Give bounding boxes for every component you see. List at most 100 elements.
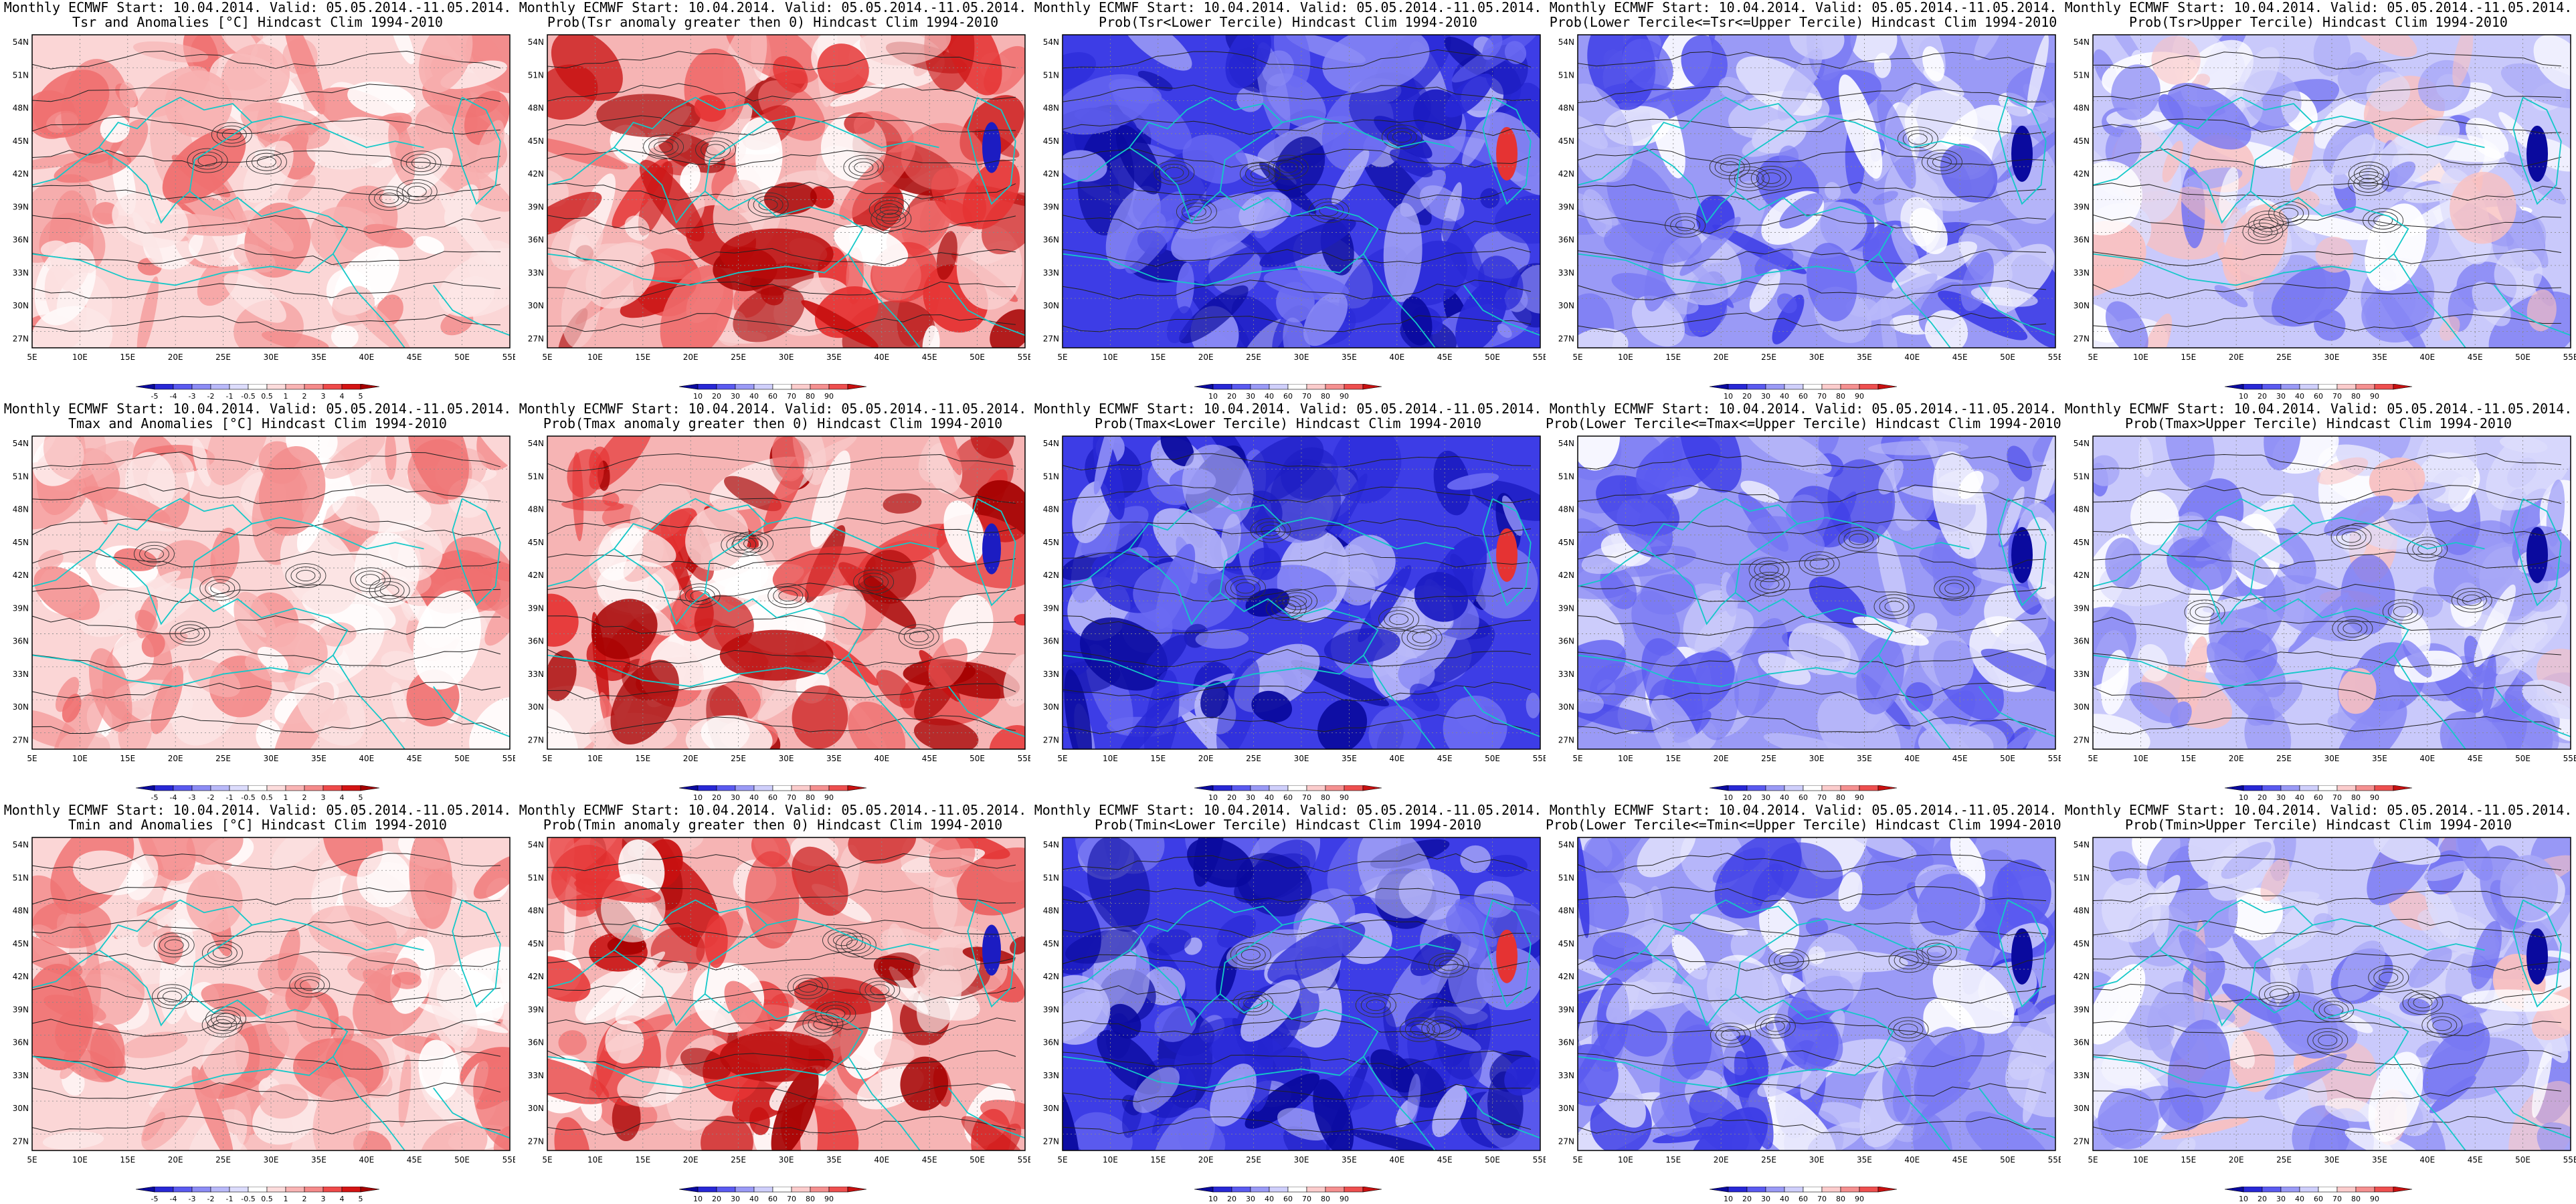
colorbar-segment [248,1187,268,1193]
shaded-field-patch [141,632,165,658]
terrain-contour [1809,558,1829,570]
longitude-label: 5E [542,1155,552,1165]
terrain-contour [1251,168,1270,180]
colorbar-segment [1803,1187,1823,1193]
colorbar: 10 20 30 40 60 70 80 90 [1709,1187,1898,1203]
colorbar-tick-label: 40 [749,793,759,802]
shaded-field-patch [1238,191,1292,231]
colorbar-tick-label: 90 [1340,392,1349,401]
colorbar-segment [1362,785,1382,791]
shaded-field-patch [1938,290,2028,340]
terrain-contour [2259,217,2278,229]
colorbar-tick-label: -5 [151,1195,159,1203]
isotherm-contour [1578,648,2047,668]
terrain-contour [2412,540,2443,559]
longitude-label: 15E [635,353,650,362]
shaded-field-patch [574,878,661,903]
latitude-label: 45N [528,939,544,948]
shaded-field-patch [825,640,879,686]
colorbar-tick-label: -4 [170,793,177,802]
isotherm-contour [32,516,501,536]
isotherm-contour [1578,519,2047,535]
isotherm-contour [1063,213,1532,234]
shaded-field-patch [1322,35,1430,94]
longitude-label: 5E [542,353,552,362]
longitude-label: 15E [1665,754,1681,763]
latitude-label: 45N [13,136,29,146]
colorbar-tick-label: 20 [1227,392,1236,401]
colorbar-tick-label: 30 [1246,793,1255,802]
shaded-field-patch [134,609,158,631]
terrain-contour [1921,149,1962,175]
colorbar: 10 20 30 40 60 70 80 90 [678,384,867,401]
shaded-field-patch [40,240,67,257]
colorbar-tick-label: 40 [1780,793,1789,802]
latitude-label: 33N [528,1071,544,1080]
shaded-field-patch [585,242,655,309]
longitude-label: 20E [1198,754,1214,763]
colorbar-tick-label: 30 [1761,1195,1770,1203]
colorbar-tick-label: 60 [1799,392,1808,401]
longitude-label: 25E [731,754,746,763]
map-frame [2092,435,2571,750]
shaded-field-patch [33,566,100,621]
map-frame [31,435,511,750]
isotherm-contour [1578,453,2047,470]
shaded-field-patch [197,257,239,306]
colorbar-segment [285,785,305,791]
terrain-contour [290,567,321,585]
shaded-field-patch [980,1100,1025,1130]
longitude-label: 55E [1018,754,1030,763]
colorbar-segment [735,785,755,791]
isotherm-contour [1578,983,2047,1004]
panel-header: Monthly ECMWF Start: 10.04.2014. Valid: … [2064,0,2573,15]
latitude-label: 51N [13,70,29,80]
caspian-patch [2011,928,2033,985]
terrain-contour [767,583,809,609]
colorbar-tick-label: 60 [2314,793,2323,802]
isotherm-contour [1063,714,1532,734]
latitude-label: 54N [1043,37,1059,47]
colorbar-segment [2336,384,2357,390]
shaded-field-patch [1924,310,1968,348]
latitude-label: 27N [1043,334,1059,343]
longitude-label: 50E [454,754,470,763]
longitude-label: 55E [1533,754,1546,763]
colorbar-tick-label: 20 [1227,1195,1236,1203]
isotherm-contour [1578,716,2047,734]
isotherm-contour [547,1017,1016,1034]
shaded-field-patch [347,81,416,117]
colorbar-tick-label: 1 [284,392,288,401]
terrain-contour [294,976,325,995]
shaded-field-patch [1758,653,1811,686]
colorbar-tick-label: -1 [226,793,234,802]
terrain-contour [2242,219,2284,244]
shaded-field-patch [1259,162,1317,214]
latitude-label: 36N [1043,1038,1059,1047]
terrain-contour [210,583,230,595]
coastline [614,498,768,593]
longitude-label: 45E [1437,353,1453,362]
shaded-field-patch [830,84,886,107]
shaded-field-patch [87,571,181,631]
shaded-field-patch [1419,185,1465,221]
terrain-contour [285,563,327,589]
terrain-contour [853,569,895,595]
colorbar-segment [1877,384,1898,390]
isotherm-contour [1578,116,2047,135]
isotherm-contour [2093,1049,2562,1070]
latitude-label: 45N [528,136,544,146]
shaded-field-patch [1455,898,1497,947]
shaded-field-patch [561,499,624,512]
shaded-field-patch [1267,922,1366,983]
colorbar-tick-label: 90 [824,392,834,401]
shaded-field-patch [1763,733,1865,749]
colorbar-tick-label: 3 [321,1195,326,1203]
colorbar-tick-label: 70 [1302,392,1311,401]
coastline [1878,655,1951,749]
colorbar-segment [2318,785,2338,791]
longitude-label: 50E [2000,754,2015,763]
shaded-field-patch [1681,35,1728,90]
isotherm-contour [1063,1084,1532,1102]
